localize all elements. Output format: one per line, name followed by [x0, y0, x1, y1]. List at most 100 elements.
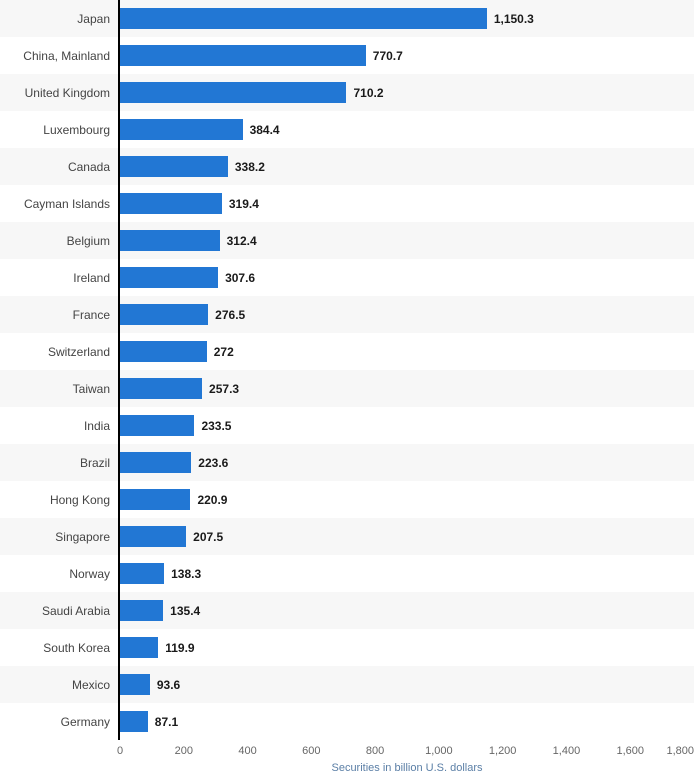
value-label: 770.7 [372, 48, 403, 63]
bar-row: Mexico 93.6 [0, 666, 694, 703]
category-label: Germany [60, 714, 110, 729]
bar-row: Japan 1,150.3 [0, 0, 694, 37]
value-label: 272 [213, 344, 234, 359]
x-tick-label: 1,400 [552, 745, 581, 757]
plot-area: 1,150.3 [118, 0, 694, 37]
category-label: Luxembourg [43, 122, 110, 137]
bar[interactable] [120, 563, 165, 584]
bar-row: Switzerland 272 [0, 333, 694, 370]
category-label: China, Mainland [23, 48, 110, 63]
plot-area: 276.5 [118, 296, 694, 333]
bar[interactable] [120, 378, 203, 399]
bar-row: Brazil 223.6 [0, 444, 694, 481]
bar-row: Singapore 207.5 [0, 518, 694, 555]
value-label: 276.5 [215, 307, 246, 322]
bar[interactable] [120, 452, 192, 473]
bar[interactable] [120, 230, 220, 251]
x-tick-label: 200 [174, 745, 193, 757]
category-label: India [83, 418, 110, 433]
plot-area: 135.4 [118, 592, 694, 629]
value-label: 1,150.3 [493, 11, 534, 26]
value-label: 135.4 [170, 603, 201, 618]
x-axis: 0 200 400 600 800 1,000 1,200 1,400 1,600 1,800 [116, 740, 694, 758]
x-tick-label: 400 [238, 745, 257, 757]
value-label: 93.6 [156, 677, 181, 692]
plot-area: 207.5 [118, 518, 694, 555]
x-tick-label: 1,200 [488, 745, 517, 757]
bar-row: Norway 138.3 [0, 555, 694, 592]
category-label: Switzerland [47, 344, 110, 359]
value-label: 312.4 [226, 233, 257, 248]
bar[interactable] [120, 341, 207, 362]
value-label: 319.4 [228, 196, 259, 211]
category-label: United Kingdom [24, 85, 110, 100]
bar-row: Cayman Islands 319.4 [0, 185, 694, 222]
category-label: Mexico [71, 677, 110, 692]
x-tick-label: 1,600 [616, 745, 644, 757]
bar[interactable] [120, 193, 222, 214]
value-label: 307.6 [225, 270, 256, 285]
bar-row: Saudi Arabia 135.4 [0, 592, 694, 629]
category-label: Taiwan [72, 381, 110, 396]
category-label: Canada [67, 159, 110, 174]
category-label: Cayman Islands [23, 196, 110, 211]
plot-area: 87.1 [118, 703, 694, 740]
bar[interactable] [120, 267, 219, 288]
value-label: 119.9 [165, 640, 195, 655]
value-label: 220.9 [197, 492, 228, 507]
plot-area: 319.4 [118, 185, 694, 222]
category-label: France [72, 307, 110, 322]
bar[interactable] [120, 156, 228, 177]
bar[interactable] [120, 8, 487, 29]
plot-area: 384.4 [118, 111, 694, 148]
x-tick-label: 1,800 [666, 745, 694, 757]
value-label: 207.5 [193, 529, 224, 544]
bar[interactable] [120, 82, 347, 103]
plot-area: 93.6 [118, 666, 694, 703]
x-axis-title: Securities in billion U.S. dollars [331, 762, 483, 774]
bar[interactable] [120, 674, 150, 695]
bar-row: China, Mainland 770.7 [0, 37, 694, 74]
category-label: Singapore [55, 529, 110, 544]
plot-area: 119.9 [118, 629, 694, 666]
category-label: Saudi Arabia [41, 603, 110, 618]
bar[interactable] [120, 415, 195, 436]
bar-row: Hong Kong 220.9 [0, 481, 694, 518]
category-label: Norway [69, 566, 110, 581]
category-label: Belgium [66, 233, 110, 248]
bar[interactable] [120, 711, 148, 732]
plot-area: 223.6 [118, 444, 694, 481]
plot-area: 220.9 [118, 481, 694, 518]
x-tick-label: 600 [302, 745, 321, 757]
plot-area: 233.5 [118, 407, 694, 444]
bar-row: Belgium 312.4 [0, 222, 694, 259]
bar[interactable] [120, 119, 243, 140]
plot-area: 307.6 [118, 259, 694, 296]
plot-area: 257.3 [118, 370, 694, 407]
chart-rows: Japan 1,150.3 China, Mainland 770.7 United K… [0, 0, 694, 740]
value-label: 338.2 [234, 159, 265, 174]
bar[interactable] [120, 489, 191, 510]
category-label: South Korea [43, 640, 110, 655]
bar-row: Taiwan 257.3 [0, 370, 694, 407]
bar[interactable] [120, 637, 159, 658]
plot-area: 338.2 [118, 148, 694, 185]
x-tick-label: 0 [116, 745, 124, 757]
bar-row: France 276.5 [0, 296, 694, 333]
bar-row: Germany 87.1 [0, 703, 694, 740]
bar[interactable] [120, 600, 164, 621]
bar-row: India 233.5 [0, 407, 694, 444]
value-label: 223.6 [198, 455, 229, 470]
bar[interactable] [120, 45, 366, 66]
plot-area: 710.2 [118, 74, 694, 111]
bar-row: Canada 338.2 [0, 148, 694, 185]
value-label: 257.3 [209, 381, 240, 396]
value-label: 384.4 [249, 122, 280, 137]
bar[interactable] [120, 304, 209, 325]
plot-area: 312.4 [118, 222, 694, 259]
bar-row: Luxembourg 384.4 [0, 111, 694, 148]
bar[interactable] [120, 526, 187, 547]
value-label: 233.5 [201, 418, 232, 433]
x-tick-label: 1,000 [425, 745, 453, 757]
